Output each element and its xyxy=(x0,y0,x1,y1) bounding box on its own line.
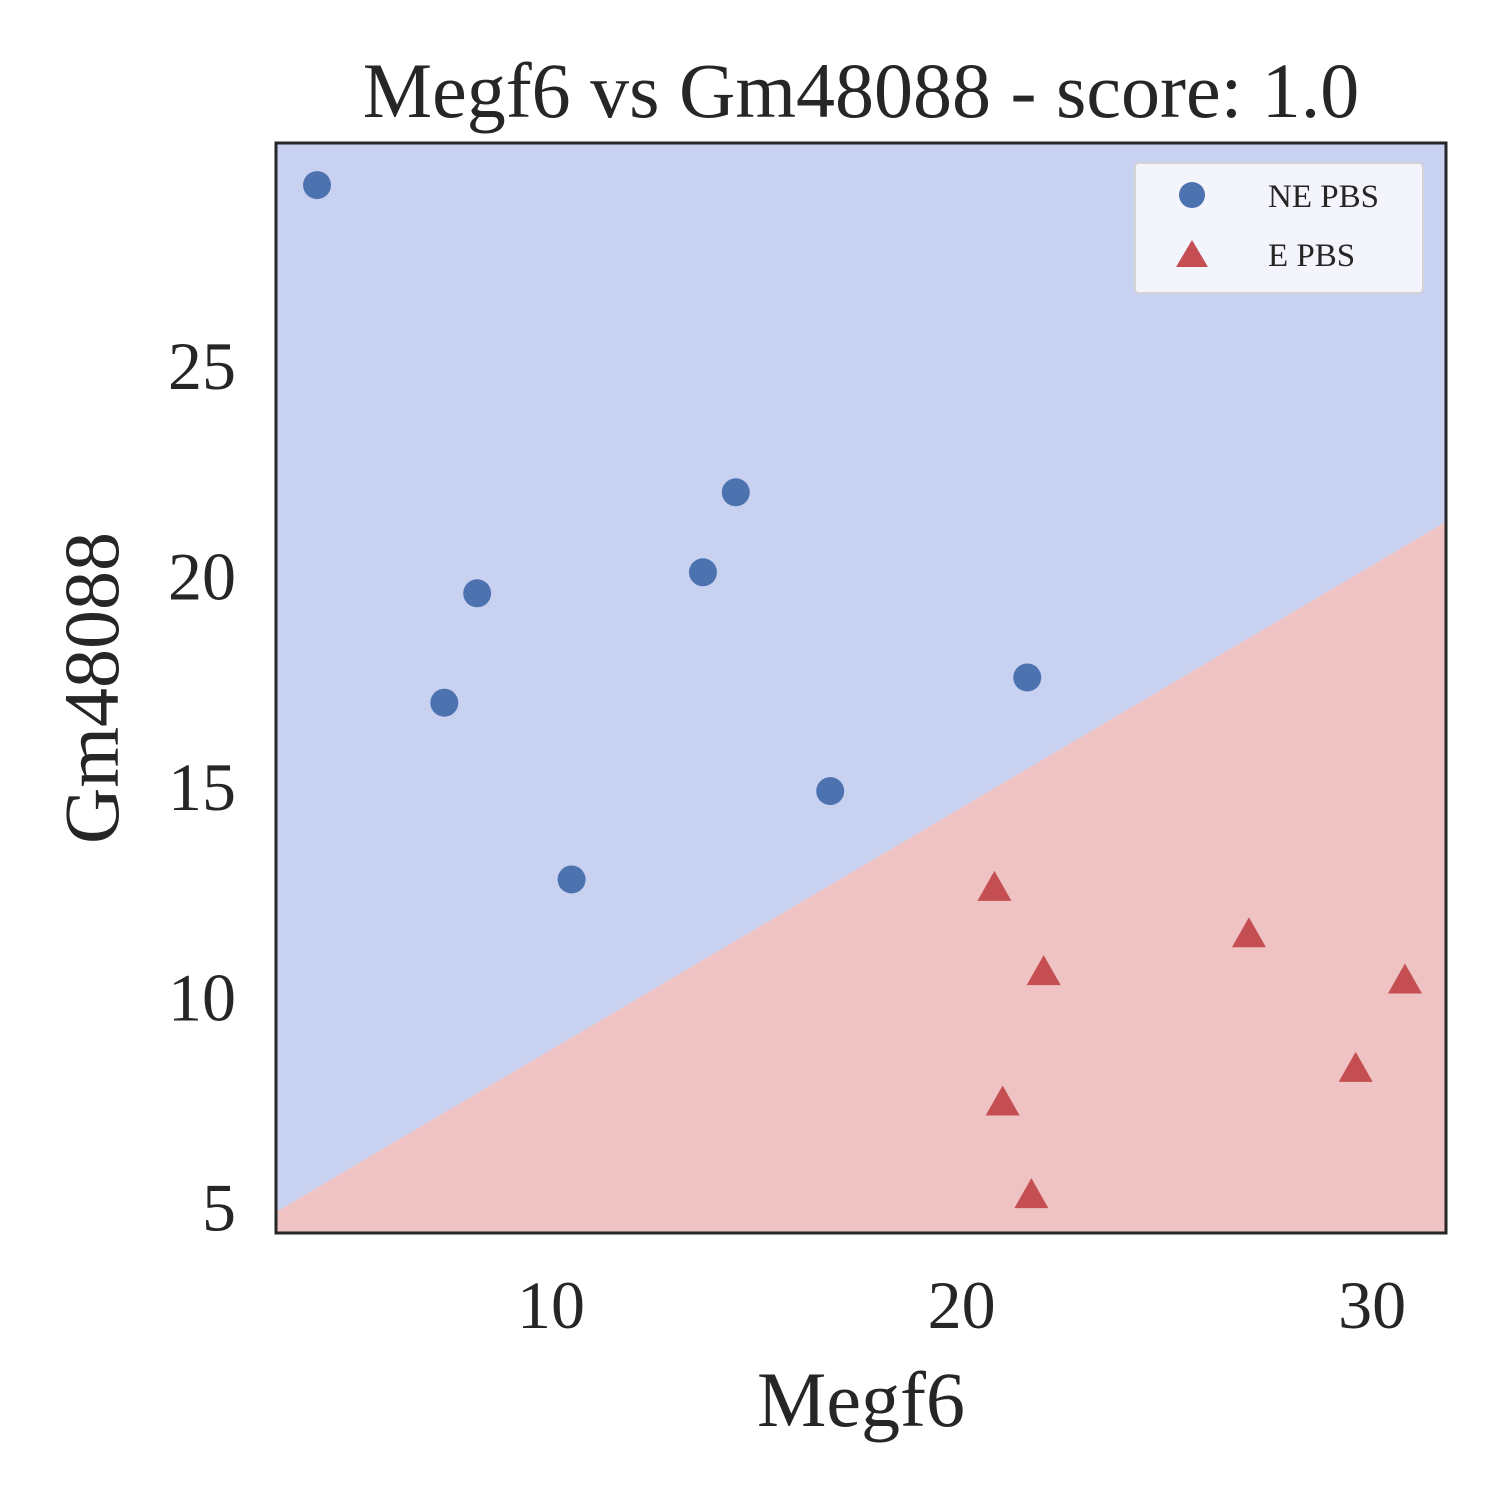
y-tick-label: 10 xyxy=(168,959,236,1035)
point-e-pbs-3 xyxy=(1026,955,1061,986)
y-tick-label: 5 xyxy=(202,1170,236,1246)
plot-frame xyxy=(274,141,1448,1235)
point-ne-pbs-4 xyxy=(688,558,717,587)
y-tick-labels: 5 10 15 20 25 xyxy=(168,328,236,1246)
legend-circle-icon xyxy=(1179,182,1205,208)
point-e-pbs-1 xyxy=(985,1085,1020,1116)
point-e-pbs-0 xyxy=(977,870,1012,901)
x-tick-label: 30 xyxy=(1338,1267,1406,1343)
point-e-pbs-2 xyxy=(1014,1178,1049,1209)
y-axis-label: Gm48088 xyxy=(48,532,135,844)
legend-label-e-pbs: E PBS xyxy=(1268,238,1355,274)
point-ne-pbs-2 xyxy=(463,579,492,608)
y-tick-label: 20 xyxy=(168,538,236,614)
y-tick-label: 25 xyxy=(168,328,236,404)
x-axis-label: Megf6 xyxy=(757,1356,965,1443)
point-ne-pbs-0 xyxy=(303,171,332,200)
point-e-pbs-5 xyxy=(1338,1051,1373,1082)
legend-label-ne-pbs: NE PBS xyxy=(1268,179,1379,215)
point-e-pbs-6 xyxy=(1387,963,1422,994)
point-ne-pbs-5 xyxy=(721,478,750,507)
point-ne-pbs-7 xyxy=(1013,663,1042,692)
point-e-pbs-4 xyxy=(1231,917,1266,948)
point-ne-pbs-1 xyxy=(430,688,459,717)
point-ne-pbs-3 xyxy=(557,865,586,894)
x-tick-label: 20 xyxy=(928,1267,996,1343)
region-e-pbs xyxy=(276,521,1446,1233)
y-tick-label: 15 xyxy=(168,749,236,825)
legend-box xyxy=(1134,162,1424,294)
x-tick-labels: 10 20 30 xyxy=(517,1267,1406,1343)
legend-triangle-icon xyxy=(1176,240,1208,267)
x-tick-label: 10 xyxy=(517,1267,585,1343)
data-points xyxy=(303,171,1422,1209)
point-ne-pbs-6 xyxy=(816,777,845,806)
legend: NE PBS E PBS xyxy=(1134,162,1424,294)
region-ne-pbs xyxy=(276,143,1446,1212)
chart-title: Megf6 vs Gm48088 - score: 1.0 xyxy=(363,47,1360,134)
